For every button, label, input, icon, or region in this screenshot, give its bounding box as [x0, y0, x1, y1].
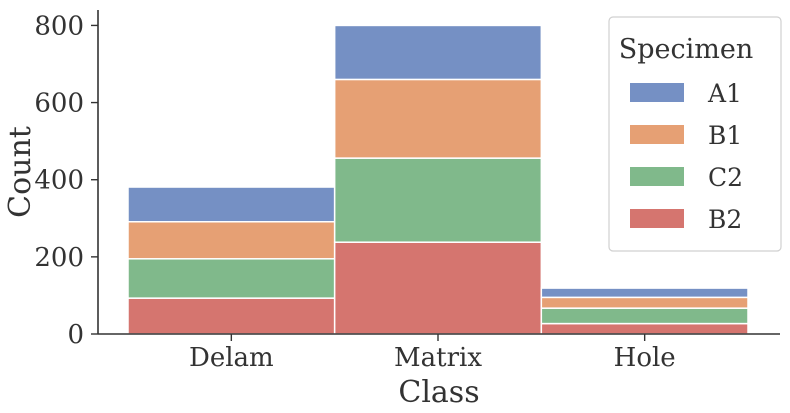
bar-delam-b2 — [127, 297, 336, 335]
axes-layer — [97, 10, 780, 335]
legend-swatch-a1 — [630, 83, 684, 102]
y-axis-title: Count — [3, 126, 38, 218]
bar-delam-b1 — [127, 221, 336, 260]
legend-swatch-c2 — [630, 167, 684, 186]
legend-label-c2: C2 — [708, 163, 743, 192]
x-tick-label-delam: Delam — [189, 343, 274, 373]
x-tick-label-hole: Hole — [614, 343, 676, 373]
bar-matrix-c2 — [333, 157, 543, 243]
bar-delam-c2 — [127, 258, 336, 299]
legend-label-b2: B2 — [708, 205, 742, 234]
x-tick-label-matrix: Matrix — [394, 343, 482, 373]
y-tick-label: 800 — [34, 11, 84, 41]
legend-title: Specimen — [619, 34, 754, 65]
y-tick-label: 0 — [67, 320, 84, 350]
bar-matrix-a1 — [333, 24, 543, 81]
legend-swatch-b1 — [630, 125, 684, 144]
y-tick-label: 600 — [34, 89, 84, 119]
y-tick-label: 200 — [34, 243, 84, 273]
bar-hole-c2 — [540, 307, 749, 325]
legend-label-b1: B1 — [708, 121, 742, 150]
bar-delam-a1 — [127, 186, 336, 223]
legend-swatch-b2 — [630, 209, 684, 228]
bars-layer — [127, 24, 749, 335]
y-ticks: 0 200 400 600 800 — [34, 11, 98, 350]
bar-hole-b2 — [540, 322, 749, 335]
bar-hole-b1 — [540, 296, 749, 309]
bar-hole-a1 — [540, 287, 749, 299]
legend-frame — [608, 16, 782, 252]
bar-matrix-b2 — [333, 241, 543, 335]
legend-label-a1: A1 — [707, 79, 742, 108]
legend: Specimen A1 B1 C2 B2 — [608, 16, 782, 252]
x-axis-title: Class — [398, 375, 479, 410]
x-ticks: Delam Matrix Hole — [189, 334, 676, 373]
bar-matrix-b1 — [333, 78, 543, 159]
y-tick-label: 400 — [34, 166, 84, 196]
